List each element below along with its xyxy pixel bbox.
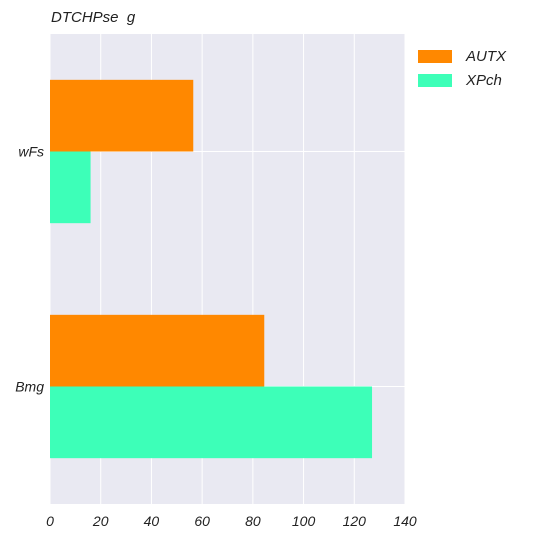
y-tick-label: wFs (18, 144, 44, 160)
x-tick-label: 0 (46, 513, 54, 529)
legend-swatch-autx (418, 49, 452, 63)
x-tick-label: 60 (194, 513, 210, 529)
legend: AUTX XPch (418, 44, 506, 92)
x-tick-label: 140 (393, 513, 417, 529)
bar-xpch-wfs (50, 151, 91, 224)
x-tick-label: 100 (292, 513, 316, 529)
bar-autx-bmg (50, 314, 265, 387)
legend-item-autx: AUTX (418, 44, 506, 68)
x-tick-label: 120 (343, 513, 367, 529)
x-tick-labels: 0 20 40 60 80 100 120 140 (46, 513, 417, 529)
x-tick-label: 20 (92, 513, 109, 529)
bar-autx-wfs (50, 79, 194, 152)
legend-label-autx: AUTX (466, 47, 507, 65)
legend-label-xpch: XPch (466, 71, 502, 89)
x-tick-label: 40 (144, 513, 160, 529)
y-tick-label: Bmg (15, 379, 44, 395)
bars (50, 79, 373, 459)
chart-title: DTCHPse g (51, 9, 136, 26)
x-tick-label: 80 (245, 513, 261, 529)
bar-xpch-bmg (50, 386, 373, 459)
legend-swatch-xpch (418, 73, 452, 87)
y-tick-labels: wFs Bmg (15, 144, 44, 395)
legend-item-xpch: XPch (418, 68, 506, 92)
